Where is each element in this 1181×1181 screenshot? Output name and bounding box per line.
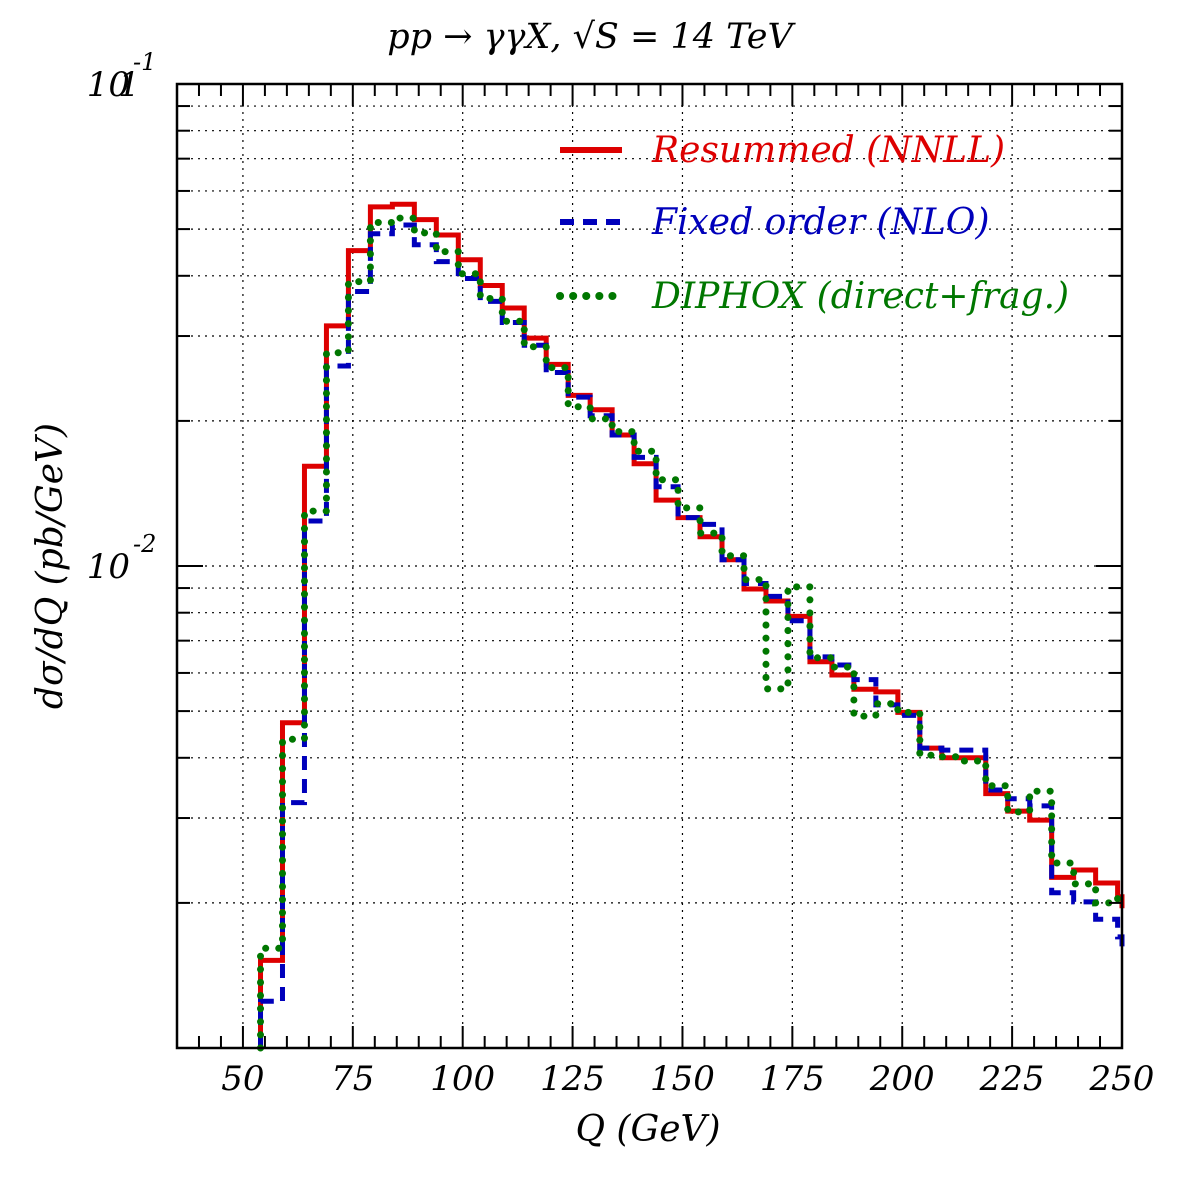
series-line-1 [258, 222, 1125, 1048]
y-tick-label: 1 [118, 65, 140, 105]
x-tick-label: 75 [331, 1059, 374, 1099]
x-tick-label: 225 [979, 1059, 1045, 1099]
x-tick-labels: 50 75 100 125 150 175 200 225 250 [221, 1059, 1154, 1099]
x-tick-label: 100 [430, 1059, 495, 1099]
y-tick-exponent: -1 [133, 48, 156, 76]
y-tick-labels: 10-210-11 [87, 48, 157, 587]
series-line-2 [257, 214, 1126, 1052]
x-tick-label: 200 [869, 1059, 935, 1099]
x-tick-label: 125 [540, 1059, 605, 1099]
legend-label-2: DIPHOX (direct+frag.) [651, 276, 1069, 317]
axis-ticks [177, 83, 1123, 1048]
legend-label-0: Resummed (NNLL) [651, 130, 1005, 171]
chart-title: pp → γγX, √S = 14 TeV [387, 17, 796, 57]
x-tick-label: 175 [760, 1059, 825, 1099]
x-tick-label: 250 [1089, 1059, 1155, 1099]
x-tick-label: 50 [221, 1059, 264, 1099]
y-tick-exponent: -2 [133, 530, 156, 558]
x-tick-label: 150 [650, 1059, 715, 1099]
legend-label-1: Fixed order (NLO) [651, 202, 989, 243]
x-axis-label: Q (GeV) [575, 1109, 720, 1150]
y-tick-label: 10 [87, 65, 130, 105]
y-axis-label: dσ/dQ (pb/GeV) [30, 423, 71, 709]
y-tick-label: 10 [87, 547, 130, 587]
legend: Resummed (NNLL) Fixed order (NLO) DIPHOX (… [556, 130, 1069, 317]
plot-curves [257, 201, 1126, 1052]
